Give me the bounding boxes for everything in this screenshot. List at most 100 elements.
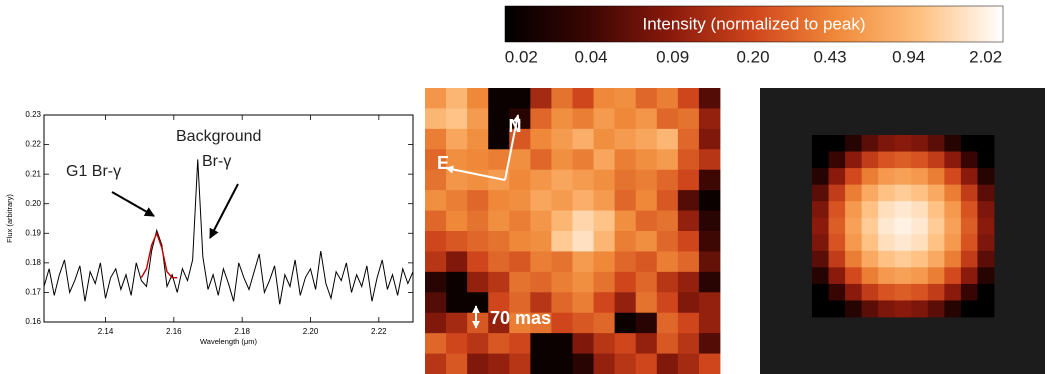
pixel [699,231,720,252]
pixel [911,218,928,235]
pixel [911,300,928,317]
pixel [657,251,678,272]
pixel [961,168,978,185]
pixel [944,185,961,202]
pixel [895,152,912,169]
pixel [845,267,862,284]
pixel [878,185,895,202]
pixel [509,190,530,211]
pixel [895,284,912,301]
pixel [594,108,615,129]
pixel [488,88,509,109]
pixel [928,300,945,317]
pixel [895,218,912,235]
pixel [636,108,657,129]
pixel [615,292,636,313]
pixel [509,149,530,170]
pixel [678,231,699,252]
pixel [977,300,994,317]
pixel [977,201,994,218]
pixel [961,251,978,268]
pixel [829,168,846,185]
pixel [977,284,994,301]
pixel [573,108,594,129]
pixel [636,211,657,232]
colorbar-tick-label: 2.02 [969,47,1002,66]
pixel [467,251,488,272]
pixel [977,218,994,235]
pixel [845,234,862,251]
pixel [467,108,488,129]
pixel [551,354,572,374]
pixel [862,135,879,152]
pixel [657,292,678,313]
pixel [911,267,928,284]
pixel [488,190,509,211]
pixel [488,354,509,374]
pixel [678,313,699,334]
pixel [862,168,879,185]
pixel [812,267,829,284]
pixel [878,300,895,317]
x-axis-label: Wavelength (μm) [200,337,257,346]
pixel [699,333,720,354]
colorbar-tick-label: 0.04 [575,47,608,66]
pixel [678,88,699,109]
pixel [895,234,912,251]
pixel [812,234,829,251]
pixel [573,88,594,109]
pixel [829,185,846,202]
pixel [829,300,846,317]
pixel [551,211,572,232]
pixel [467,333,488,354]
pixel [977,168,994,185]
pixel [812,201,829,218]
pixel [573,272,594,293]
pixel [573,333,594,354]
pixel [845,284,862,301]
pixel [977,152,994,169]
pixel [615,211,636,232]
pixel [425,354,446,374]
y-tick-label: 0.17 [25,288,41,297]
pixel [657,354,678,374]
pixel [615,190,636,211]
annotation: G1 Br-γ [66,163,121,180]
pixel [551,292,572,313]
pixel [594,354,615,374]
pixel [488,129,509,150]
pixel [862,218,879,235]
pixel [446,170,467,191]
pixel [425,108,446,129]
pixel [944,168,961,185]
pixel [551,129,572,150]
pixel [961,201,978,218]
pixel [961,267,978,284]
pixel [977,135,994,152]
pixel [636,170,657,191]
pixel [530,272,551,293]
pixel [425,251,446,272]
pixel [467,88,488,109]
pixel [594,190,615,211]
pixel [615,231,636,252]
annotation: N [509,116,522,136]
pixel [862,152,879,169]
pixel [573,313,594,334]
pixel [615,149,636,170]
pixel [699,292,720,313]
pixel [594,313,615,334]
annotation: Br-γ [202,153,231,170]
pixel [944,284,961,301]
pixel [944,234,961,251]
pixel [488,231,509,252]
pixel [657,170,678,191]
pixel [615,251,636,272]
pixel [530,333,551,354]
pixel [446,251,467,272]
pixel [636,190,657,211]
pixel [657,190,678,211]
pixel [446,272,467,293]
pixel [509,272,530,293]
pixel [594,170,615,191]
